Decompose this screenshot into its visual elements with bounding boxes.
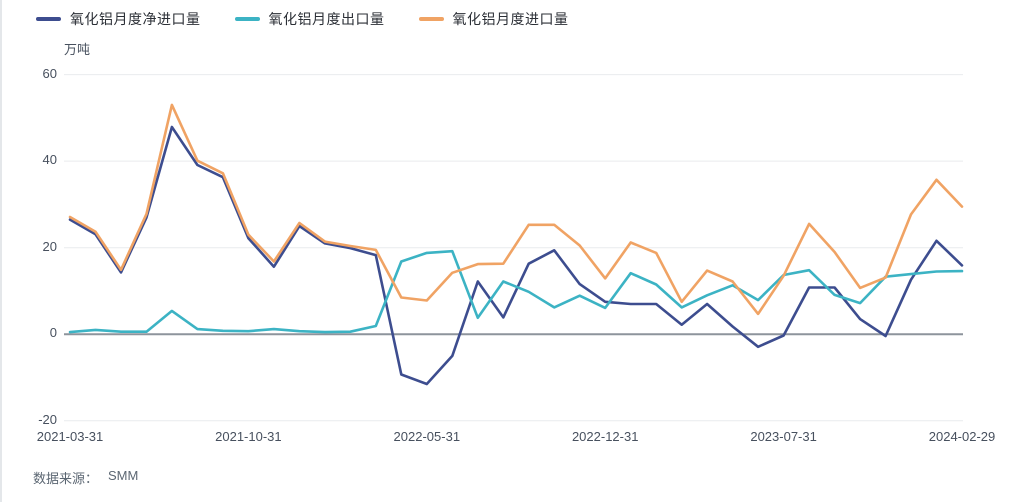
- legend-label-export: 氧化铝月度出口量: [268, 11, 385, 27]
- x-tick-label: 2021-10-31: [215, 429, 282, 444]
- x-tick-label: 2024-02-29: [928, 429, 996, 444]
- export-line-swatch-icon: [234, 17, 260, 21]
- net-import-line-swatch-icon: [36, 17, 61, 21]
- y-tick-label: 20: [42, 238, 57, 254]
- legend-item-net-import[interactable]: 氧化铝月度净进口量: [36, 9, 201, 29]
- export-line: [68, 249, 964, 334]
- legend-label-net-import: 氧化铝月度净进口量: [70, 11, 201, 27]
- y-tick-label: 0: [49, 325, 57, 341]
- y-axis-unit-label: 万吨: [64, 42, 91, 57]
- legend-item-import[interactable]: 氧化铝月度进口量: [418, 9, 569, 29]
- chart-legend: 氧化铝月度净进口量 氧化铝月度出口量 氧化铝月度进口量: [36, 9, 569, 29]
- import-line: [68, 103, 964, 316]
- data-source-label: 数据来源：: [33, 471, 99, 486]
- legend-label-import: 氧化铝月度进口量: [452, 11, 569, 27]
- x-tick-label: 2022-05-31: [393, 429, 461, 444]
- x-tick-label: 2023-07-31: [750, 429, 817, 444]
- x-tick-label: 2022-12-31: [571, 429, 639, 444]
- y-tick-label: 60: [42, 65, 57, 81]
- data-source-footer: 数据来源： SMM: [33, 468, 138, 487]
- y-tick-label: -20: [38, 411, 57, 427]
- page-left-edge: [0, 0, 2, 502]
- import-line-swatch-icon: [418, 17, 444, 21]
- net-import-line: [68, 125, 964, 386]
- x-tick-label: 2021-03-31: [36, 429, 104, 444]
- data-source-value: SMM: [108, 468, 139, 483]
- legend-item-export[interactable]: 氧化铝月度出口量: [234, 9, 385, 29]
- y-tick-label: 40: [42, 152, 57, 168]
